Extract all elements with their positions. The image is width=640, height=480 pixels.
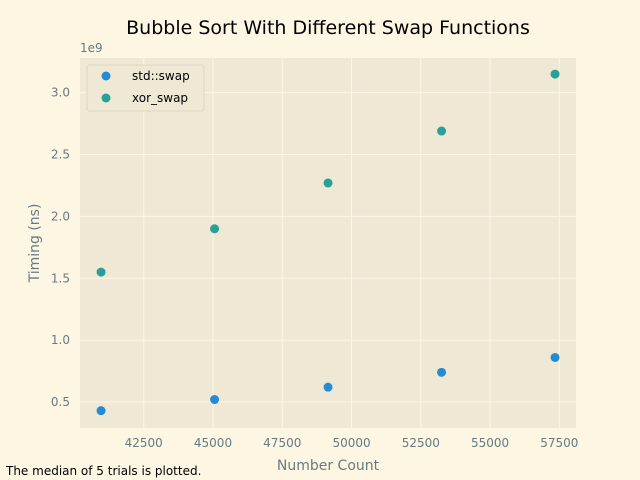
x-tick-label: 42500 [125,436,163,450]
x-tick-label: 45000 [194,436,232,450]
x-tick-label: 47500 [263,436,301,450]
point-std-swap [210,395,220,405]
point-std-swap [323,382,333,392]
legend-label-xor-swap: xor_swap [132,91,188,105]
y-axis-label: Timing (ns) [27,204,43,284]
point-xor-swap [323,178,333,188]
y-tick-label: 1.5 [51,271,70,285]
point-xor-swap [96,267,106,277]
axis-ticks: 42500 45000 47500 50000 52500 55000 57500 0.5 1.… [51,86,579,450]
point-xor-swap [437,126,447,136]
point-std-swap [96,406,106,416]
point-xor-swap [550,69,560,79]
y-offset-label: 1e9 [80,41,103,55]
legend-marker-std-swap [101,71,111,81]
data-points [96,69,560,416]
point-std-swap [550,352,560,362]
legend-marker-xor-swap [101,93,111,103]
x-axis-label: Number Count [277,458,380,474]
legend-label-std-swap: std::swap [132,69,190,83]
y-tick-label: 1.0 [51,333,70,347]
y-tick-label: 3.0 [51,86,70,100]
x-tick-label: 50000 [332,436,370,450]
chart-title: Bubble Sort With Different Swap Function… [126,17,530,39]
y-tick-label: 2.5 [51,148,70,162]
point-xor-swap [210,224,220,234]
grid [80,58,576,428]
legend: std::swap xor_swap [86,64,205,112]
y-tick-label: 0.5 [51,395,70,409]
y-tick-label: 2.0 [51,209,70,223]
x-tick-label: 55000 [471,436,509,450]
legend-box [86,64,205,112]
footnote: The median of 5 trials is plotted. [5,464,201,478]
point-std-swap [437,367,447,377]
plot-area [80,58,576,428]
x-tick-label: 57500 [540,436,578,450]
x-tick-label: 52500 [402,436,440,450]
